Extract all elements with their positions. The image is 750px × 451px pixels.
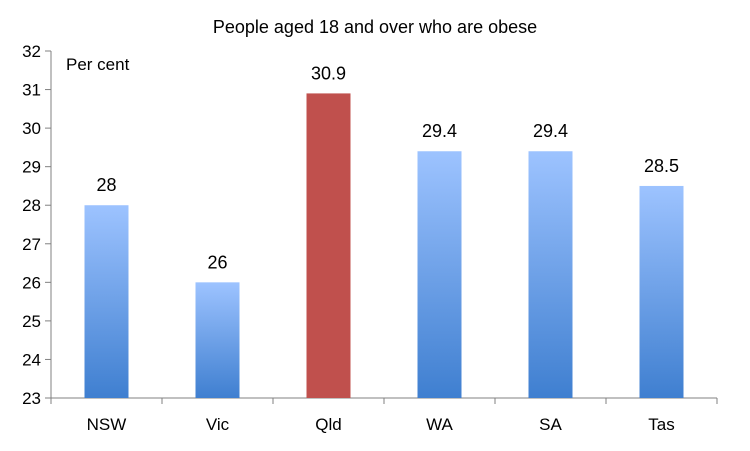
y-tick-label: 32 xyxy=(22,42,41,61)
x-tick-label-vic: Vic xyxy=(206,415,230,434)
x-tick-label-nsw: NSW xyxy=(87,415,127,434)
y-tick-label: 24 xyxy=(22,350,41,369)
y-tick-label: 26 xyxy=(22,273,41,292)
x-tick-label-qld: Qld xyxy=(315,415,341,434)
x-tick-label-tas: Tas xyxy=(648,415,674,434)
plot-area: 23 24 25 26 27 28 29 30 31 32 28 NSW 26 Vic 30.9 Qld 29.… xyxy=(22,42,718,434)
bar-nsw xyxy=(84,205,129,398)
y-tick-label: 28 xyxy=(22,196,41,215)
data-label-sa: 29.4 xyxy=(533,121,568,141)
bar-tas xyxy=(639,185,684,398)
y-tick-label: 29 xyxy=(22,158,41,177)
bar-qld xyxy=(306,93,351,399)
data-label-wa: 29.4 xyxy=(422,121,457,141)
y-tick-label: 30 xyxy=(22,119,41,138)
y-tick-label: 31 xyxy=(22,81,41,100)
data-label-nsw: 28 xyxy=(96,175,116,195)
data-label-tas: 28.5 xyxy=(644,156,679,176)
y-tick-label: 27 xyxy=(22,235,41,254)
y-axis-unit-label: Per cent xyxy=(66,55,130,74)
y-tick-label: 23 xyxy=(22,389,41,408)
chart-title: People aged 18 and over who are obese xyxy=(213,17,537,37)
bar-vic xyxy=(195,282,240,398)
x-tick-label-sa: SA xyxy=(539,415,562,434)
y-tick-label: 25 xyxy=(22,312,41,331)
bar-wa xyxy=(417,151,462,398)
data-label-vic: 26 xyxy=(207,252,227,272)
bar-sa xyxy=(528,151,573,398)
x-tick-label-wa: WA xyxy=(426,415,453,434)
data-label-qld: 30.9 xyxy=(311,63,346,83)
